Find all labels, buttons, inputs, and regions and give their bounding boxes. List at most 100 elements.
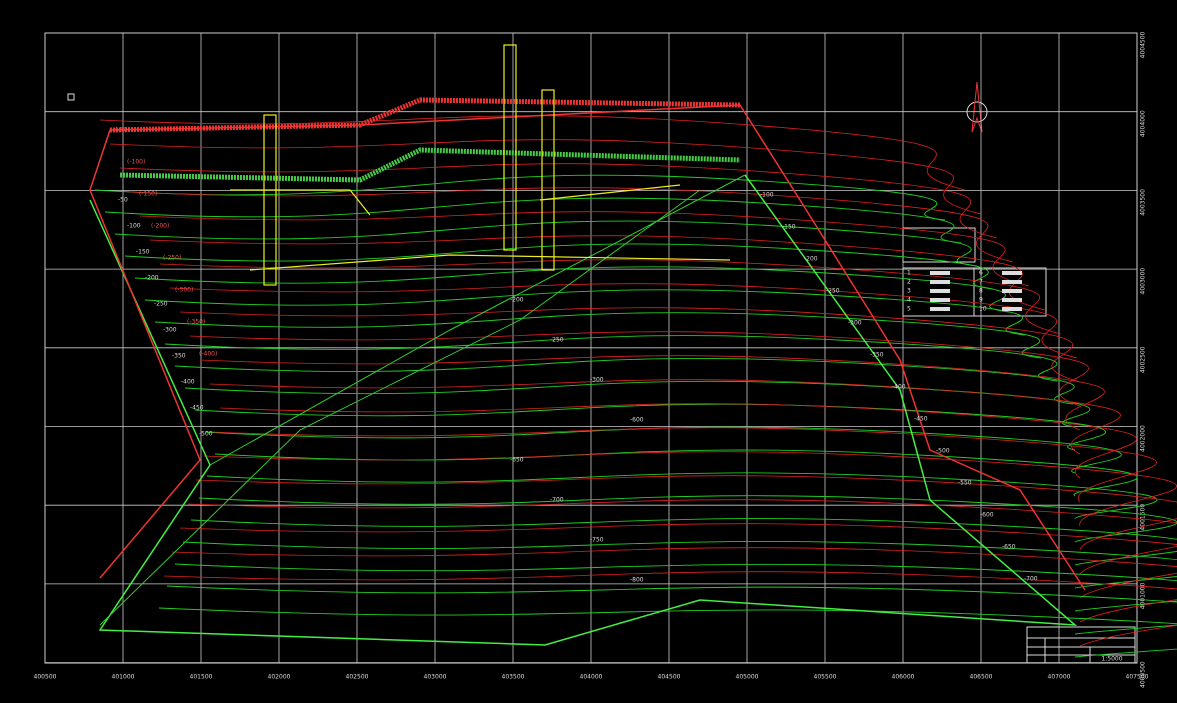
contour-red	[189, 331, 1089, 407]
legend-number: 5	[907, 306, 911, 313]
contour-green	[204, 426, 1122, 474]
y-coordinate: 4003500	[1140, 189, 1147, 216]
legend-swatch	[930, 280, 950, 284]
legend-number: 3	[907, 288, 911, 295]
contour-label: -100	[760, 192, 774, 199]
contour-label-red: (-50)	[115, 127, 129, 134]
contour-label: -500	[936, 448, 950, 455]
x-coordinate: 407000	[1048, 674, 1071, 681]
contour-label: -350	[870, 352, 884, 359]
legend-number: 10	[979, 306, 987, 313]
scale-text: 1:5000	[1101, 656, 1122, 663]
title-block	[1026, 626, 1136, 664]
x-coordinate: 400500	[34, 674, 57, 681]
contour-label: -250	[154, 301, 168, 308]
y-coordinate: 4002000	[1140, 425, 1147, 452]
contour-green	[114, 220, 978, 267]
hatch-band-green	[119, 147, 741, 183]
y-coordinate: 4004000	[1140, 110, 1147, 137]
contour-green	[134, 266, 1010, 313]
contour-red	[171, 547, 1177, 623]
contour-green	[124, 243, 994, 290]
contour-green	[174, 563, 1177, 612]
x-coordinate: 404000	[580, 674, 603, 681]
x-coordinate: 403000	[424, 674, 447, 681]
contour-label: -200	[510, 297, 524, 304]
contour-label: -800	[630, 577, 644, 584]
contour-green	[164, 335, 1058, 382]
contour-red	[169, 283, 1078, 359]
contour-label-red: (-400)	[199, 351, 217, 358]
legend-swatch	[930, 271, 950, 275]
x-coordinate: 401000	[112, 674, 135, 681]
contour-label: -450	[914, 416, 928, 423]
contour-label-red: (-200)	[151, 223, 169, 230]
contour-label: -300	[590, 377, 604, 384]
x-coordinate: 406500	[970, 674, 993, 681]
legend-swatch	[1002, 307, 1022, 311]
contour-red	[211, 427, 1157, 503]
x-coordinate: 406000	[892, 674, 915, 681]
legend-swatch	[1002, 289, 1022, 293]
contour-label-red: (-150)	[139, 191, 157, 198]
contour-red	[195, 475, 1177, 551]
y-coordinate: 4000500	[1140, 661, 1147, 688]
contour-label: -50	[118, 197, 128, 204]
x-coordinate: 404500	[658, 674, 681, 681]
contour-green	[104, 197, 962, 244]
x-coordinate: 405500	[814, 674, 837, 681]
contour-green	[144, 289, 1026, 336]
contour-label: -100	[127, 223, 141, 230]
contour-green	[198, 495, 1177, 543]
contour-label: -350	[172, 353, 186, 360]
contour-label: -150	[136, 249, 150, 256]
boundary-red	[89, 104, 1086, 591]
road-diagonal	[99, 174, 746, 626]
legend-number: 6	[979, 270, 983, 277]
legend-number: 7	[979, 279, 983, 286]
contour-label: -600	[980, 512, 994, 519]
legend-swatch	[930, 307, 950, 311]
shaft	[263, 114, 277, 286]
contour-label: -700	[1024, 576, 1038, 583]
x-coordinate: 403500	[502, 674, 525, 681]
legend-number: 8	[979, 288, 983, 295]
legend-swatch	[1002, 298, 1022, 302]
roadway	[230, 184, 731, 271]
contour-label: -300	[848, 320, 862, 327]
contour-green	[206, 472, 1158, 520]
contour-green	[154, 312, 1042, 359]
contour-red	[179, 307, 1081, 383]
shaft	[503, 44, 517, 251]
legend-swatch	[930, 298, 950, 302]
legend-swatch	[1002, 271, 1022, 275]
contour-label: -250	[826, 288, 840, 295]
contour-label: -200	[804, 256, 818, 263]
legend-number: 2	[907, 279, 911, 286]
contour-green	[158, 607, 1177, 658]
contour-label: -400	[892, 384, 906, 391]
contour-green	[194, 403, 1106, 451]
contour-label: -550	[958, 480, 972, 487]
contour-red	[199, 355, 1105, 431]
legend-number: 9	[979, 297, 983, 304]
y-coordinate: 4001500	[1140, 504, 1147, 531]
contour-label-red: (-250)	[163, 255, 181, 262]
boundary-green	[89, 174, 1078, 646]
x-coordinate: 405000	[736, 674, 759, 681]
x-coordinate: 402000	[268, 674, 291, 681]
contour-label: -650	[510, 457, 524, 464]
contour-label: -500	[199, 431, 213, 438]
contour-label: -400	[181, 379, 195, 386]
marker	[67, 93, 75, 101]
y-coordinate: 4002500	[1140, 346, 1147, 373]
contour-label-red: (-300)	[175, 287, 193, 294]
hatch-band-red	[109, 97, 741, 133]
contour-label: -300	[163, 327, 177, 334]
x-coordinate: 401500	[190, 674, 213, 681]
contour-green	[184, 380, 1091, 428]
contour-label: -600	[630, 417, 644, 424]
contour-label-red: (-350)	[187, 319, 205, 326]
legend-number: 4	[907, 297, 911, 304]
